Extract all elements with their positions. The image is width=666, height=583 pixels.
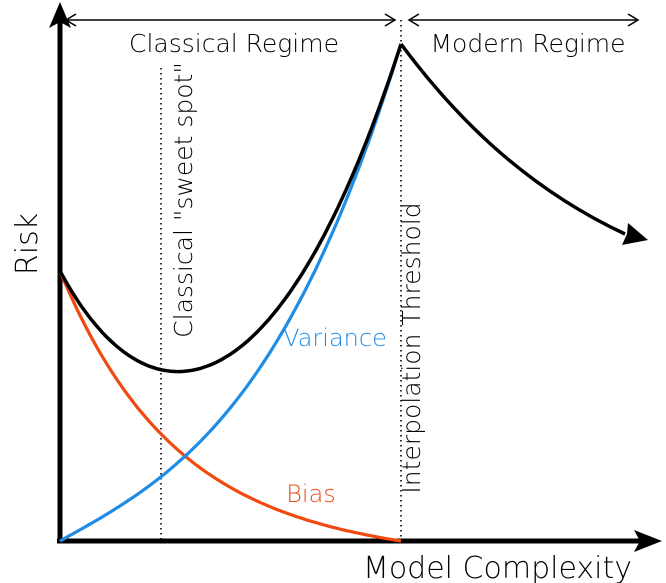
sweet-spot-label: Classical "sweet spot" [169,62,198,338]
bias-label: Bias [286,480,336,508]
y-axis-label: Risk [10,213,45,275]
classical-regime-label: Classical Regime [129,29,339,58]
x-axis-arrowhead [634,530,662,552]
axes [49,2,662,552]
modern-risk-arrowhead [622,223,648,245]
x-axis-label: Model Complexity [363,551,632,583]
interpolation-threshold-label: Interpolation Threshold [397,202,426,493]
modern-regime-arrow [407,13,640,27]
modern-risk-curve [399,42,626,236]
modern-regime-label: Modern Regime [430,29,625,58]
risk-curve [58,43,403,374]
bias-curve [58,270,402,543]
variance-label: Variance [283,324,387,352]
variance-curve [59,43,403,543]
y-axis-arrowhead [49,2,71,28]
classical-regime-arrow [64,13,397,27]
